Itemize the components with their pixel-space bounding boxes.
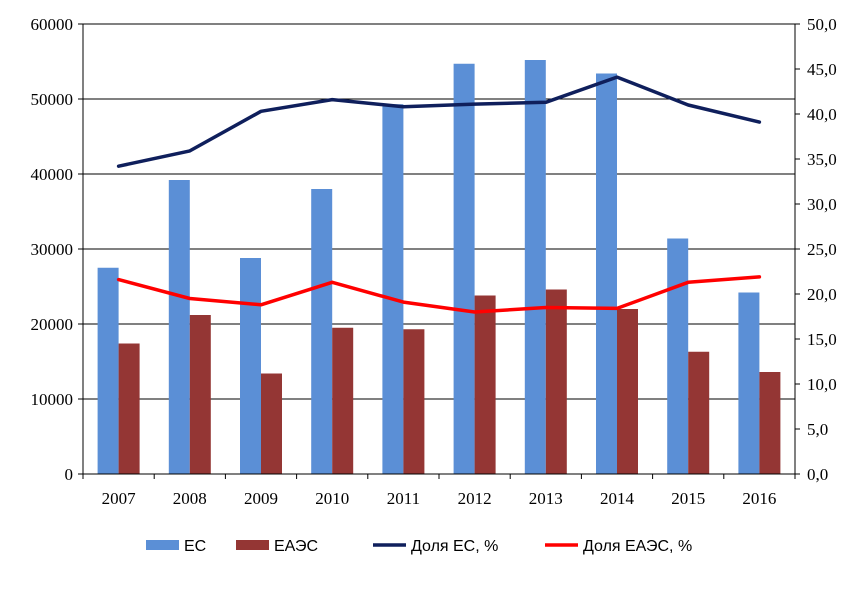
x-tick-label: 2014: [600, 489, 635, 508]
line-share-eaes: [116, 275, 762, 314]
x-tick-label: 2007: [102, 489, 137, 508]
right-axis-tick-labels: 0,0 5,0 10,0 15,0 20,0 25,0 30,0 35,0 40,0 45,0 50…: [807, 15, 837, 484]
legend-eaes-swatch: [236, 540, 269, 550]
x-tick-label: 2010: [315, 489, 349, 508]
left-tick-label: 20000: [31, 315, 74, 334]
left-tick-label: 60000: [31, 15, 74, 34]
x-tick-label: 2009: [244, 489, 278, 508]
bar-eaes-2016: [759, 372, 781, 474]
right-tick-label: 5,0: [807, 420, 828, 439]
bar-es-2009: [240, 258, 261, 474]
legend: ЕС ЕАЭС Доля ЕС, % Доля ЕАЭС, %: [146, 538, 692, 555]
bar-es-2012: [453, 63, 475, 474]
bar-eaes-2014: [617, 309, 638, 474]
bar-es-2013: [524, 60, 546, 474]
x-tick-label: 2012: [458, 489, 492, 508]
bar-eaes-2013: [545, 289, 567, 474]
right-tick-label: 0,0: [807, 465, 828, 484]
legend-eaes-label: ЕАЭС: [274, 538, 318, 555]
bar-eaes-2011: [403, 329, 425, 474]
right-tick-label: 10,0: [807, 375, 837, 394]
right-tick-label: 40,0: [807, 105, 837, 124]
bar-es-2008: [168, 180, 190, 474]
bar-es-2016: [738, 292, 760, 474]
bars: [97, 60, 781, 474]
bar-es-2011: [382, 104, 404, 474]
bar-eaes-2010: [332, 327, 354, 474]
left-tick-label: 40000: [31, 165, 74, 184]
bar-eaes-2008: [189, 315, 211, 474]
legend-es-label: ЕС: [184, 538, 206, 555]
legend-share-es-label: Доля ЕС, %: [411, 538, 498, 555]
right-tick-label: 25,0: [807, 240, 837, 259]
bar-es-2007: [97, 267, 119, 474]
legend-share-eaes-label: Доля ЕАЭС, %: [583, 538, 692, 555]
x-tick-label: 2016: [742, 489, 776, 508]
bar-eaes-2015: [688, 351, 710, 474]
lines: [116, 75, 762, 314]
right-tick-label: 30,0: [807, 195, 837, 214]
left-tick-label: 0: [65, 465, 74, 484]
x-tick-label: 2011: [387, 489, 420, 508]
bar-eaes-2007: [118, 343, 140, 474]
bar-eaes-2012: [474, 295, 496, 474]
x-tick-label: 2013: [529, 489, 563, 508]
right-tick-label: 50,0: [807, 15, 837, 34]
right-tick-label: 15,0: [807, 330, 837, 349]
line-share-es: [116, 75, 762, 168]
x-tick-label: 2008: [173, 489, 207, 508]
right-tick-label: 20,0: [807, 285, 837, 304]
legend-es-swatch: [146, 540, 179, 550]
x-axis-tick-labels: 2007 2008 2009 2010 2011 2012 2013 2014 2015 2016: [102, 489, 777, 508]
right-tick-label: 45,0: [807, 60, 837, 79]
left-tick-label: 10000: [31, 390, 74, 409]
bar-eaes-2009: [261, 373, 282, 474]
bar-es-2015: [667, 238, 689, 474]
bar-es-2014: [596, 73, 617, 474]
x-tick-label: 2015: [671, 489, 705, 508]
axes: [78, 23, 800, 479]
bar-es-2010: [311, 189, 333, 474]
right-tick-label: 35,0: [807, 150, 837, 169]
left-tick-label: 50000: [31, 90, 74, 109]
left-axis-tick-labels: 0 10000 20000 30000 40000 50000 60000: [31, 15, 74, 484]
left-tick-label: 30000: [31, 240, 74, 259]
